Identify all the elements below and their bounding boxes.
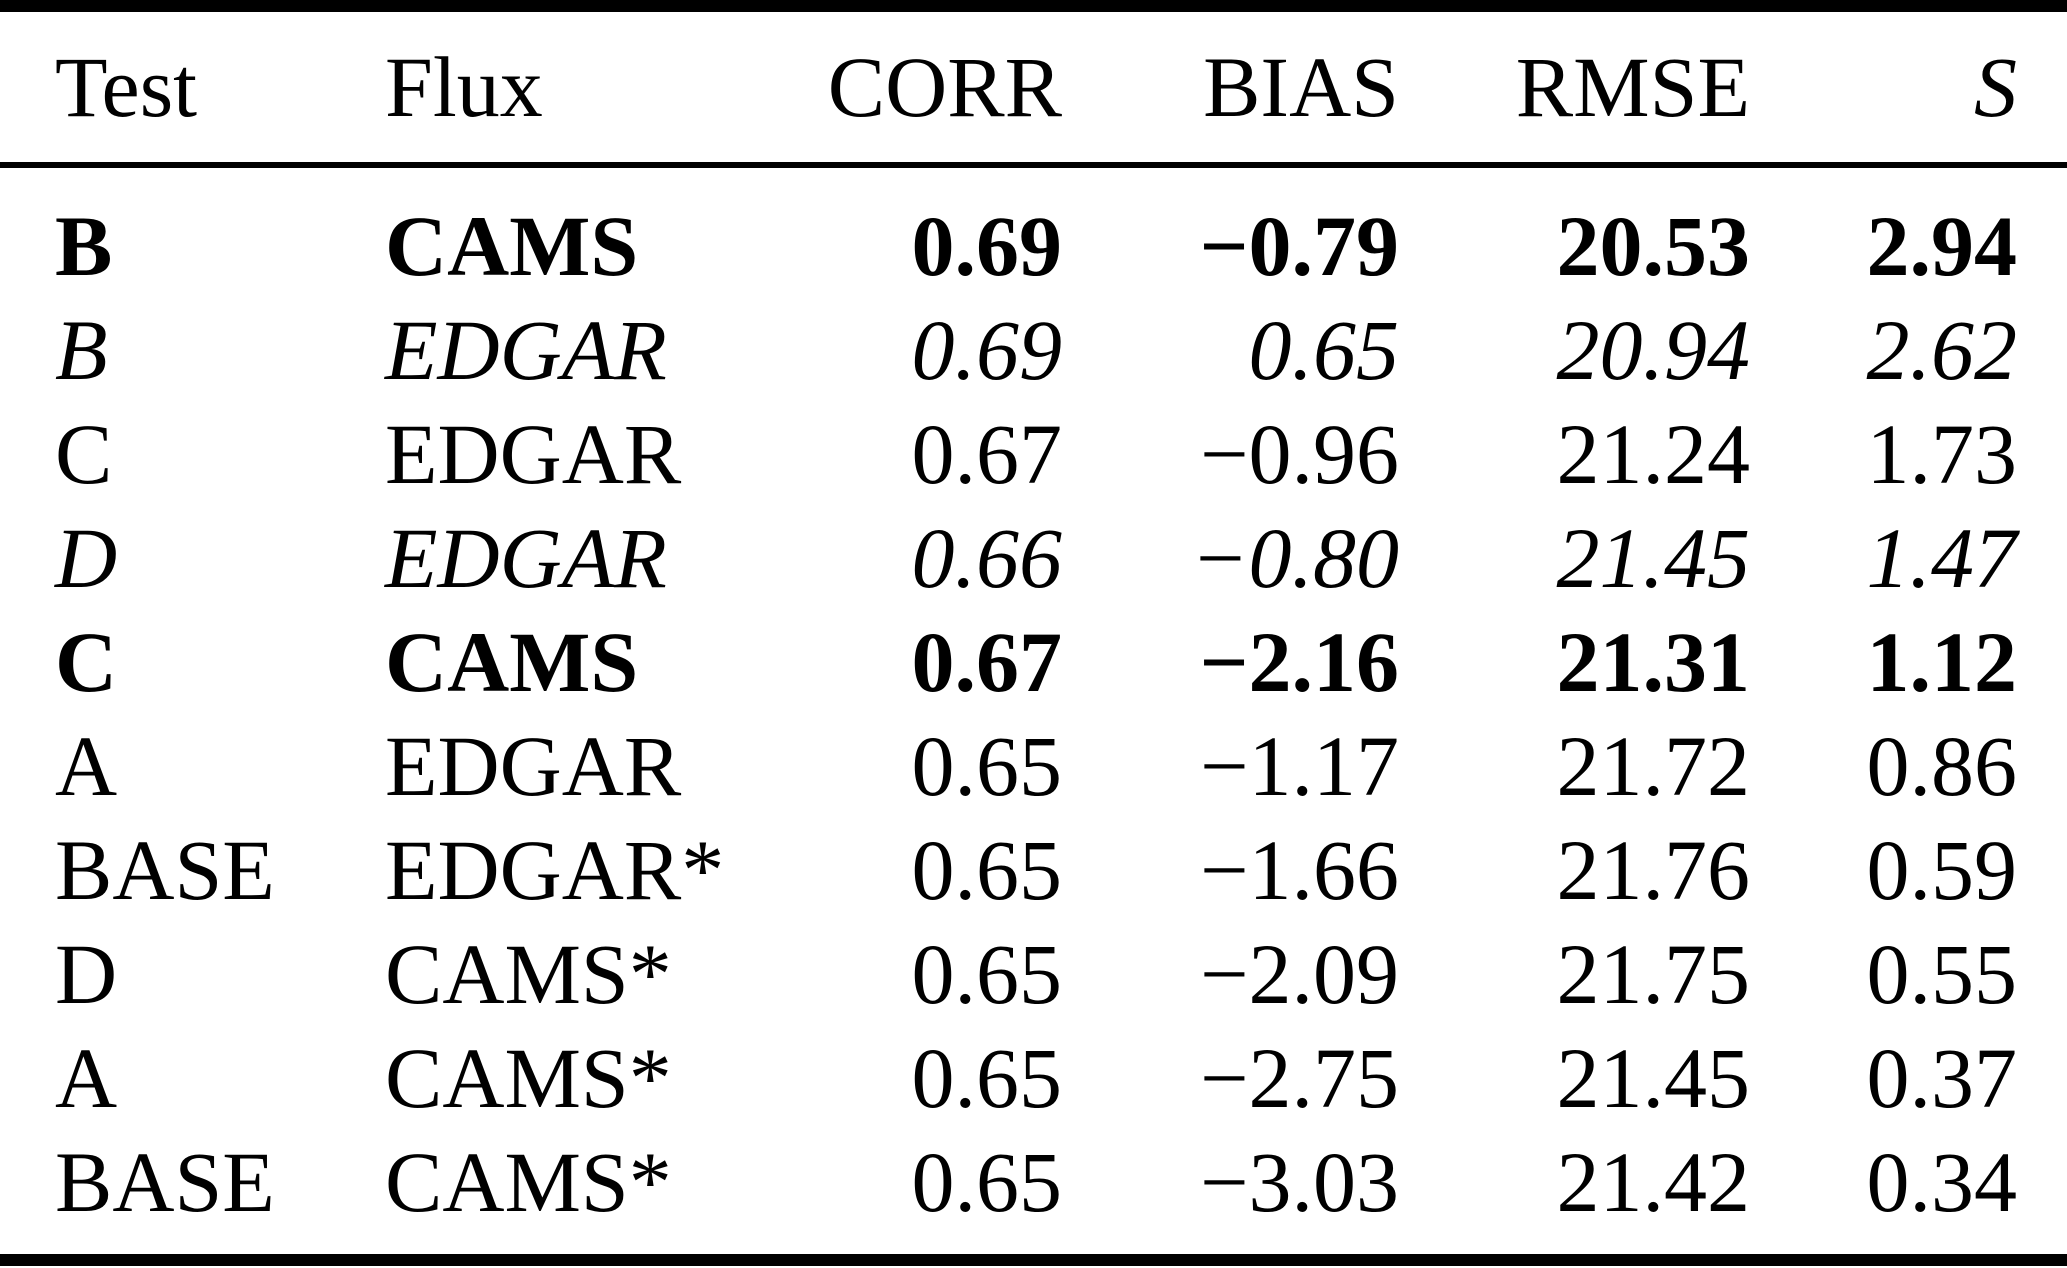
cell-flux: EDGAR* <box>385 822 725 918</box>
cell-test: A <box>55 1030 118 1126</box>
cell-corr: 0.65 <box>911 718 1063 814</box>
cell-flux: CAMS* <box>385 926 672 1022</box>
cell-rmse: 21.42 <box>1556 1134 1751 1230</box>
table-row: A CAMS* 0.65 −2.75 21.45 0.37 <box>0 1026 2067 1130</box>
cell-rmse: 21.45 <box>1556 510 1751 606</box>
cell-bias: −1.17 <box>1199 718 1399 814</box>
cell-s: 0.55 <box>1866 926 2018 1022</box>
cell-rmse: 21.45 <box>1556 1030 1751 1126</box>
cell-flux: CAMS <box>385 614 639 710</box>
cell-flux: EDGAR <box>385 406 682 502</box>
cell-bias: −0.96 <box>1199 406 1399 502</box>
cell-rmse: 21.72 <box>1556 718 1751 814</box>
column-header-test: Test <box>55 39 198 135</box>
cell-flux: EDGAR <box>385 510 667 606</box>
cell-test: B <box>55 198 113 294</box>
cell-s: 1.47 <box>1866 510 2018 606</box>
table-row: B EDGAR 0.69 0.65 20.94 2.62 <box>0 298 2067 402</box>
column-header-rmse: RMSE <box>1515 39 1750 135</box>
column-header-bias: BIAS <box>1203 39 1399 135</box>
cell-flux: CAMS <box>385 198 639 294</box>
cell-bias: −1.66 <box>1199 822 1399 918</box>
cell-s: 2.94 <box>1866 198 2018 294</box>
cell-corr: 0.69 <box>911 198 1063 294</box>
cell-rmse: 20.94 <box>1556 302 1751 398</box>
cell-rmse: 21.75 <box>1556 926 1751 1022</box>
cell-test: C <box>55 406 113 502</box>
cell-corr: 0.65 <box>911 1134 1063 1230</box>
cell-s: 1.12 <box>1866 614 2018 710</box>
cell-bias: −0.80 <box>1190 510 1399 606</box>
cell-corr: 0.65 <box>911 926 1063 1022</box>
cell-bias: −2.09 <box>1199 926 1399 1022</box>
cell-s: 0.37 <box>1866 1030 2018 1126</box>
column-header-flux: Flux <box>385 39 543 135</box>
cell-bias: 0.65 <box>1248 302 1400 398</box>
table-row: BASE CAMS* 0.65 −3.03 21.42 0.34 <box>0 1130 2067 1234</box>
cell-s: 0.34 <box>1866 1134 2018 1230</box>
cell-test: C <box>55 614 118 710</box>
table-top-rule <box>0 0 2067 12</box>
cell-corr: 0.69 <box>911 302 1063 398</box>
cell-bias: −0.79 <box>1199 198 1399 294</box>
cell-rmse: 21.76 <box>1556 822 1751 918</box>
cell-flux: EDGAR <box>385 302 667 398</box>
cell-s: 1.73 <box>1866 406 2018 502</box>
table-header-rule <box>0 162 2067 168</box>
cell-test: D <box>55 510 118 606</box>
table-row: BASE EDGAR* 0.65 −1.66 21.76 0.59 <box>0 818 2067 922</box>
cell-flux: CAMS* <box>385 1030 672 1126</box>
cell-bias: −3.03 <box>1199 1134 1399 1230</box>
cell-s: 2.62 <box>1866 302 2018 398</box>
cell-corr: 0.65 <box>911 822 1063 918</box>
cell-corr: 0.67 <box>911 614 1063 710</box>
table-row: C EDGAR 0.67 −0.96 21.24 1.73 <box>0 402 2067 506</box>
table-row: A EDGAR 0.65 −1.17 21.72 0.86 <box>0 714 2067 818</box>
cell-rmse: 21.24 <box>1556 406 1751 502</box>
cell-rmse: 21.31 <box>1556 614 1751 710</box>
cell-test: BASE <box>55 1134 275 1230</box>
cell-bias: −2.75 <box>1199 1030 1399 1126</box>
cell-s: 0.59 <box>1866 822 2018 918</box>
cell-s: 0.86 <box>1866 718 2018 814</box>
cell-test: D <box>55 926 118 1022</box>
cell-test: BASE <box>55 822 275 918</box>
cell-rmse: 20.53 <box>1556 198 1751 294</box>
cell-corr: 0.66 <box>911 510 1063 606</box>
cell-bias: −2.16 <box>1199 614 1399 710</box>
column-header-corr: CORR <box>827 39 1062 135</box>
cell-test: A <box>55 718 118 814</box>
cell-flux: CAMS* <box>385 1134 672 1230</box>
table-body: B CAMS 0.69 −0.79 20.53 2.94 B EDGAR 0.6… <box>0 168 2067 1234</box>
table-row: C CAMS 0.67 −2.16 21.31 1.12 <box>0 610 2067 714</box>
cell-flux: EDGAR <box>385 718 682 814</box>
table-row: D EDGAR 0.66 −0.80 21.45 1.47 <box>0 506 2067 610</box>
table-bottom-rule <box>0 1254 2067 1266</box>
table-row: B CAMS 0.69 −0.79 20.53 2.94 <box>0 194 2067 298</box>
cell-corr: 0.65 <box>911 1030 1063 1126</box>
column-header-s: S <box>1974 39 2017 135</box>
table-row: D CAMS* 0.65 −2.09 21.75 0.55 <box>0 922 2067 1026</box>
cell-test: B <box>55 302 108 398</box>
cell-corr: 0.67 <box>911 406 1063 502</box>
table-header-row: Test Flux CORR BIAS RMSE S <box>0 12 2067 162</box>
